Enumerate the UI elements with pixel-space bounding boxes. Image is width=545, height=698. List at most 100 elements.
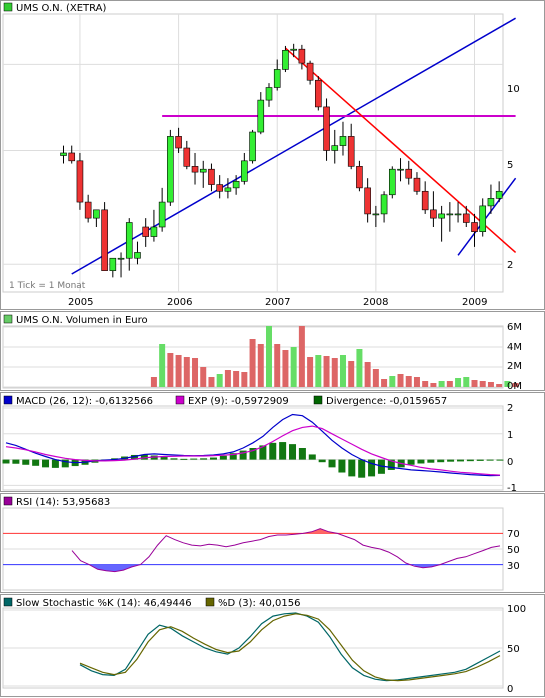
volume-bar [257,344,264,387]
candle [347,136,355,167]
volume-bar [274,344,281,387]
divergence-bar [190,458,198,460]
volume-bar [381,379,388,387]
candle [150,226,158,237]
candle [413,177,421,192]
volume-bar [282,350,289,387]
candle [430,209,437,219]
divergence-bar [160,457,168,460]
divergence-bar [12,459,20,464]
volume-title: UMS O.N. Volumen in Euro [16,315,148,326]
candle [495,190,503,199]
divergence-bar [496,459,504,461]
volume-bar [430,383,437,387]
volume-bar [290,347,297,387]
volume-bar [150,377,157,387]
macd-ytick: 2 [507,403,513,414]
volume-bar [348,361,355,387]
volume-bar [315,355,322,387]
divergence-bar [348,459,356,477]
volume-bar [200,367,207,387]
candle [298,48,306,64]
candle [183,147,191,167]
candle [421,190,429,211]
tick-footnote: 1 Tick = 1 Monat [9,281,86,291]
stoch-ytick: 50 [507,644,520,655]
stoch-k-legend-swatch [3,597,13,607]
candle [339,136,347,146]
divergence-bar [42,459,50,468]
divergence-bar [2,459,10,464]
divergence-bar [318,459,326,463]
volume-bar [397,374,404,387]
divergence-bar [358,459,366,478]
rsi-legend-label: RSI (14): 53,95683 [16,497,110,508]
price-candles [60,43,503,278]
divergence-bar [22,459,30,465]
volume-bar [192,358,199,387]
candle [241,160,248,182]
candle [471,222,478,232]
volume-bar [479,381,486,387]
divergence-bar [427,459,435,463]
divergence-bar [51,459,59,468]
divergence-bar [200,458,208,460]
candle [249,131,256,162]
candle [167,136,174,203]
divergence-bar [61,459,69,468]
candle [142,226,149,237]
volume-bar [241,372,248,387]
stoch-d-legend-swatch [205,597,215,607]
volume-bar [159,344,166,387]
divergence-bar [466,459,474,462]
candle [84,201,92,219]
divergence-bar [486,459,494,461]
rsi-line [71,528,501,573]
divergence-bar [130,454,138,460]
stoch-k-legend-label: Slow Stochastic %K (14): 46,49446 [16,598,192,609]
volume-bar [487,382,494,387]
macd-ytick: 1 [507,430,513,441]
volume-ytick: 4M [507,342,522,353]
divergence-bar [437,459,445,463]
price-panel [0,0,545,310]
rsi-panel [0,493,545,593]
price-xtick: 2005 [68,297,93,308]
divergence-bar [298,448,306,460]
volume-plot-frame [2,325,504,389]
candle [101,209,108,271]
divergence-bar [387,459,395,470]
candle [323,106,330,151]
volume-bar [496,384,503,387]
volume-bar [224,370,231,387]
candle [125,222,133,259]
candle [68,152,76,162]
volume-bars [150,326,519,387]
divergence-bar [209,457,217,460]
stoch-lines [79,612,501,682]
candle [232,181,240,189]
candle [315,79,322,108]
candle [282,49,289,70]
divergence-bar [407,459,415,465]
divergence-bar [368,459,376,477]
price-plot-frame [2,13,504,293]
macd-legend-label: MACD (26, 12): -0,6132566 [16,396,153,407]
divergence-bar [447,459,455,462]
volume-bar [175,355,182,387]
candle [117,257,125,260]
candle [487,198,495,207]
divergence-bar [456,459,464,462]
volume-legend-swatch [3,314,13,324]
candle [290,48,297,51]
volume-bar [438,381,445,387]
macd-legend-swatch [3,395,13,405]
volume-bar [323,356,330,387]
volume-bar [455,378,462,387]
price-title: UMS O.N. (XETRA) [16,3,107,14]
divergence-bar [476,459,484,461]
volume-ytick: 2M [507,361,522,372]
stoch-ytick: 100 [507,604,526,615]
trendline [284,47,517,254]
price-ytick: 10 [507,84,520,95]
